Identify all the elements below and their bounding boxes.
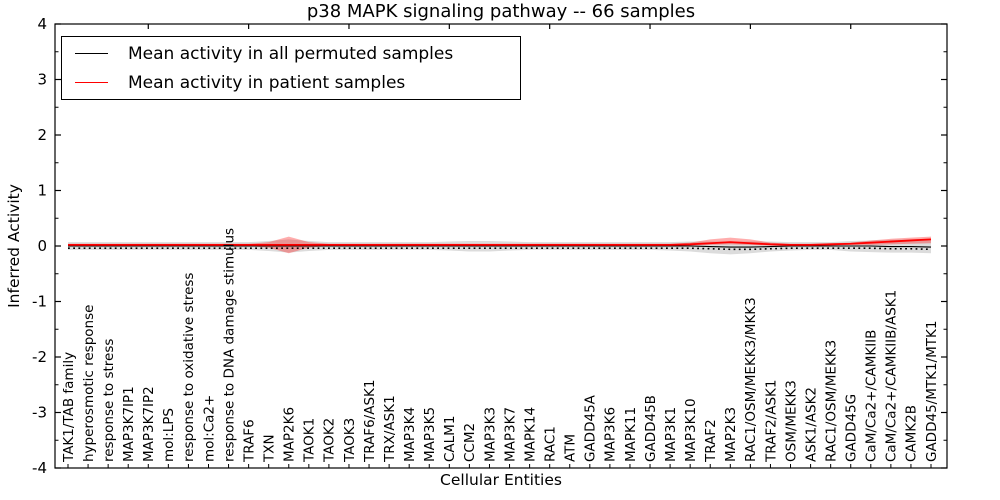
x-axis-title: Cellular Entities [440,471,562,489]
x-tick-label: mol:Ca2+ [201,395,217,462]
x-tick-label: OSM/MEKK3 [783,380,799,462]
x-tick-label: GADD45G [844,394,860,462]
x-tick-label: TXN [262,434,278,463]
x-tick-label: MAP3K5 [422,407,438,462]
y-tick-label: 0 [37,237,47,255]
legend-label-permuted: Mean activity in all permuted samples [128,43,454,64]
x-tick-label: CaM/Ca2+/CAMKIIB [864,330,880,462]
permuted-range-band [68,238,932,255]
x-tick-label: TRAF2/ASK1 [763,380,779,463]
legend-label-patient: Mean activity in patient samples [128,72,406,93]
y-tick-label: 3 [37,71,47,89]
x-tick-label: mol:LPS [161,408,177,462]
x-tick-label: MAP3K7IP1 [121,386,137,462]
y-tick-label: -1 [32,293,47,311]
patient-line-swatch [75,82,108,83]
x-tick-label: TAK1/TAB family [61,352,77,463]
y-tick-label: 4 [37,15,47,33]
permuted-mean-line [68,245,932,248]
x-tick-label: MAP3K7 [502,407,518,462]
x-tick-label: MAP3K1 [663,407,679,462]
x-tick-label: GADD45A [583,394,599,462]
x-tick-label: response to DNA damage stimulus [221,228,237,462]
x-tick-label: response to stress [101,339,117,462]
x-tick-label: MAPK11 [623,407,639,462]
x-tick-label: TAOK2 [322,418,338,463]
permuted-line-swatch [75,53,108,54]
x-tick-label: RAC1/OSM/MEKK3/MKK3 [743,297,759,462]
x-tick-label: CALM1 [442,416,458,462]
x-tick-label: TRAF6 [241,419,257,463]
x-tick-label: GADD45B [643,395,659,462]
x-tick-label: TRAF2 [703,419,719,463]
x-tick-label: CaM/Ca2+/CAMKIIB/ASK1 [884,290,900,462]
x-tick-label: TRAF6/ASK1 [362,380,378,463]
x-tick-label: TAOK1 [302,418,318,463]
x-tick-label: response to oxidative stress [181,273,197,462]
x-tick-label: MAP3K7IP2 [141,386,157,462]
x-tick-label: GADD45/MTK1/MTK1 [924,321,940,462]
y-tick-label: -2 [32,348,47,366]
x-tick-label: RAC1/OSM/MEKK3 [823,340,839,462]
y-axis-title: Inferred Activity [5,184,23,308]
x-tick-label: ATM [563,434,579,462]
x-tick-label: MAP3K10 [683,398,699,462]
x-tick-label: MAP3K4 [402,407,418,462]
x-tick-label: TRX/ASK1 [382,395,398,463]
y-tick-label: 1 [37,182,47,200]
x-tick-label: MAP2K3 [723,407,739,462]
x-tick-label: RAC1 [542,426,558,462]
x-tick-label: MAP3K3 [482,407,498,462]
y-tick-label: -4 [32,459,47,477]
x-tick-label: CCM2 [462,423,478,462]
x-tick-label: MAP2K6 [282,407,298,462]
chart-title: p38 MAPK signaling pathway -- 66 samples [306,1,696,22]
legend-item-permuted: Mean activity in all permuted samples [62,44,520,64]
legend: Mean activity in all permuted samples Me… [61,36,521,100]
permuted-samples-markers [68,247,932,251]
x-tick-label: MAP3K6 [603,407,619,462]
patient-mean-line [68,238,932,246]
x-tick-label: MAPK14 [522,407,538,462]
x-tick-label: CAMK2B [904,405,920,462]
legend-item-patient: Mean activity in patient samples [62,73,520,93]
x-tick-label: TAOK3 [342,418,358,463]
x-tick-label: hyperosmotic response [81,305,97,462]
x-tick-label: ASK1/ASK2 [803,387,819,462]
y-tick-label: 2 [37,126,47,144]
y-tick-label: -3 [32,404,47,422]
